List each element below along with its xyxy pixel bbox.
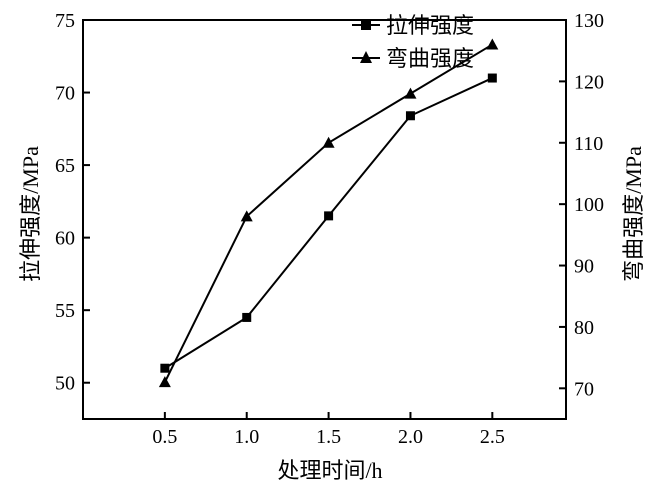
y-right-tick-label: 100 [574,194,604,216]
data-point-square [487,73,497,83]
y-right-tick-label: 80 [574,317,594,339]
data-point-triangle [322,136,335,148]
y-axis-left: 50 55 60 65 70 75 [55,10,90,395]
y-left-tick-label: 65 [55,155,75,177]
plot-border [82,19,567,420]
legend-item-flexural: 弯曲强度 [352,46,474,71]
data-point-square [160,363,170,373]
y-axis-right: 70 80 90 100 110 120 130 [559,10,604,400]
legend-item-tensile: 拉伸强度 [352,13,474,38]
y-right-tick-label: 70 [574,378,594,400]
x-tick-label: 1.0 [234,426,259,448]
y-axis-left-title: 拉伸强度/MPa [18,146,43,282]
y-right-tick-label: 90 [574,256,594,278]
y-left-tick-label: 70 [55,83,75,105]
legend-triangle-marker [360,51,372,63]
legend-square-marker [361,20,371,30]
data-point-triangle [404,87,417,99]
data-point-triangle [158,376,171,388]
y-left-tick-label: 55 [55,300,75,322]
y-left-tick-label: 60 [55,228,75,250]
legend: 拉伸强度 弯曲强度 [352,13,474,71]
plot-frame [82,19,567,420]
data-point-square [324,211,334,221]
data-point-square [405,111,415,121]
y-right-tick-label: 130 [574,10,604,32]
x-tick-label: 0.5 [152,426,177,448]
series-layer [158,38,499,388]
y-left-tick-label: 75 [55,10,75,32]
x-axis: 0.5 1.0 1.5 2.0 2.5 [152,412,505,448]
data-point-triangle [486,38,499,50]
y-right-tick-label: 120 [574,71,604,93]
x-axis-title: 处理时间/h [277,458,382,483]
legend-label-tensile: 拉伸强度 [386,13,474,38]
series-line-0 [164,77,493,370]
y-left-tick-label: 50 [55,373,75,395]
data-point-triangle [240,210,253,222]
x-tick-label: 2.0 [398,426,423,448]
legend-label-flexural: 弯曲强度 [386,46,474,71]
y-axis-right-title: 弯曲强度/MPa [621,146,646,282]
y-right-tick-label: 110 [574,133,603,155]
x-tick-label: 2.5 [480,426,505,448]
x-tick-label: 1.5 [316,426,341,448]
data-point-square [242,312,252,322]
